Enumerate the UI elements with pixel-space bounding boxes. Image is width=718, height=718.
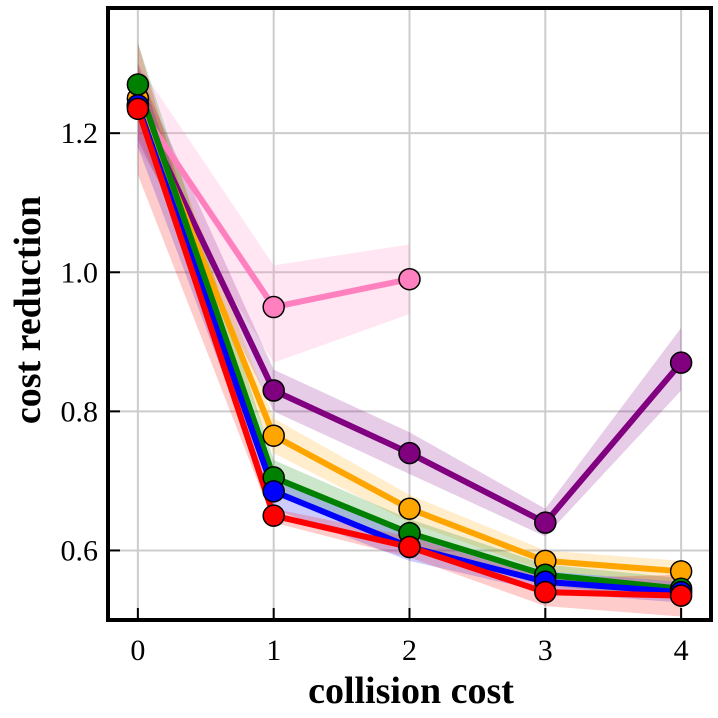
ticks: 0 1 2 3 4 0.6 0.8 1.0 1.2 <box>61 117 689 667</box>
x-tick-label: 1 <box>266 634 281 667</box>
series-green-point <box>126 73 150 96</box>
series-red-point <box>534 580 557 604</box>
series-red-point <box>262 504 285 527</box>
y-tick-label: 1.2 <box>61 117 99 150</box>
series-pink-point <box>262 295 285 319</box>
series-blue-point <box>262 480 285 503</box>
series-purple-point <box>669 351 693 374</box>
series-pink-band <box>137 63 410 363</box>
y-axis-label: cost reduction <box>7 196 49 424</box>
series-red-point <box>669 584 693 607</box>
series-red-point <box>398 535 421 559</box>
x-axis-label: collision cost <box>308 670 514 712</box>
series-orange-point <box>398 497 421 520</box>
series-markers <box>126 73 693 607</box>
series-orange-point <box>262 424 285 447</box>
x-tick-label: 4 <box>674 634 689 667</box>
x-tick-label: 3 <box>538 634 553 667</box>
series-orange-band <box>137 63 682 582</box>
x-tick-label: 0 <box>130 634 145 667</box>
series-purple-point <box>398 441 421 465</box>
y-tick-label: 0.6 <box>61 534 99 567</box>
y-tick-label: 0.8 <box>61 395 99 428</box>
series-purple-point <box>534 511 557 534</box>
series-red-point <box>126 97 150 121</box>
y-tick-label: 1.0 <box>61 256 99 289</box>
series-purple-point <box>262 379 285 402</box>
x-tick-label: 2 <box>402 634 417 667</box>
series-green-band <box>137 42 682 600</box>
series-pink-point <box>398 267 421 291</box>
